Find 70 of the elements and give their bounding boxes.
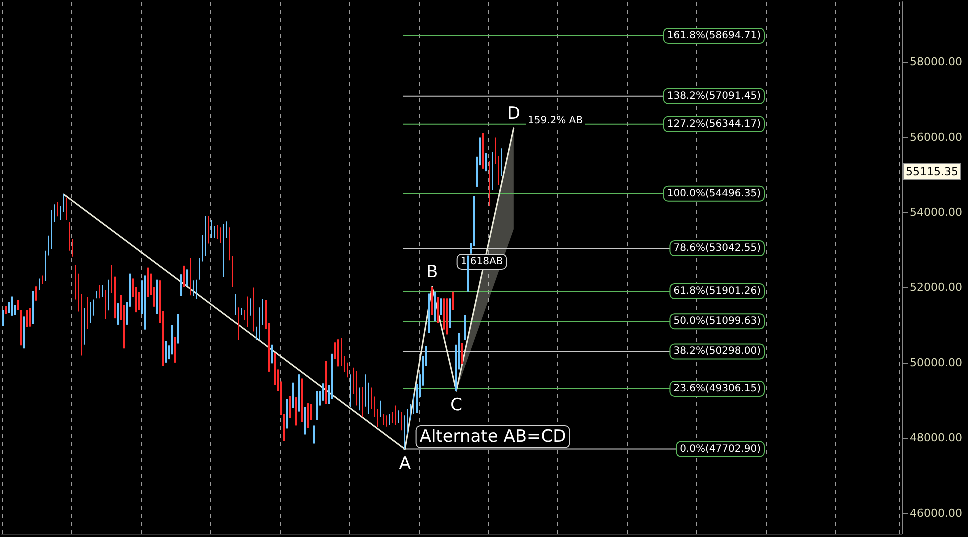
candlestick <box>464 315 466 340</box>
candlestick <box>32 292 34 324</box>
candlestick <box>6 306 8 314</box>
ref-line-label: 100.0%(54496.35) <box>667 188 762 200</box>
candlestick <box>118 304 120 325</box>
ref-line-label: 23.6%(49306.15) <box>674 384 762 395</box>
candlestick <box>316 391 318 420</box>
candlestick <box>26 310 28 328</box>
candlestick <box>156 280 158 314</box>
ref-line-label: 127.2%(56344.17) <box>667 118 762 130</box>
annotation: Alternate AB=CD <box>420 427 566 447</box>
candlestick <box>18 300 20 310</box>
candlestick <box>184 266 186 287</box>
y-tick-label: 50000.00 <box>910 356 962 370</box>
candlestick <box>114 276 116 319</box>
candlestick <box>302 378 304 422</box>
candlestick <box>428 294 430 334</box>
candlestick <box>290 396 292 418</box>
y-tick-label: 56000.00 <box>910 130 962 144</box>
candlestick <box>440 298 442 316</box>
candlestick <box>180 274 182 296</box>
candlestick <box>446 298 448 335</box>
candlestick <box>338 340 340 367</box>
data-label: A <box>399 454 412 474</box>
y-tick-label: 46000.00 <box>910 506 962 520</box>
y-tick-label: 52000.00 <box>910 281 962 294</box>
candlestick <box>292 382 294 408</box>
candlestick <box>148 268 150 298</box>
ref-line-label: 0.0%(47702.90) <box>680 444 762 455</box>
data-label: C <box>450 396 462 416</box>
candlestick <box>186 270 188 286</box>
ref-line-label: 78.6%(53042.55) <box>674 243 762 254</box>
ref-line-label: 138.2%(57091.45) <box>667 90 762 102</box>
ref-line-label: 61.8%(51901.26) <box>674 286 762 297</box>
candlestick <box>438 297 440 324</box>
text: 55115.35 <box>906 166 958 178</box>
candlestick <box>482 133 484 169</box>
candlestick <box>20 310 22 346</box>
y-tick-label: 54000.00 <box>910 206 962 220</box>
candlestick <box>272 344 274 364</box>
candlestick <box>166 341 168 363</box>
candlestick <box>12 296 14 316</box>
y-tick-label: 58000.00 <box>910 56 962 69</box>
candlestick <box>432 286 434 316</box>
candlestick <box>24 316 26 349</box>
candlestick <box>326 361 328 404</box>
ref-line-label: 161.8%(58694.71) <box>667 30 762 42</box>
candlestick <box>304 407 306 435</box>
candlestick <box>178 314 180 344</box>
candlestick <box>434 292 436 322</box>
candlestick <box>296 398 298 426</box>
candlestick <box>36 286 38 301</box>
candlestick <box>174 336 176 363</box>
ref-line-label: 50.0%(51099.63) <box>674 316 762 328</box>
data-label: D <box>507 104 520 124</box>
candlestick <box>450 298 452 328</box>
candlestick <box>308 404 310 428</box>
candlestick <box>30 308 32 327</box>
candlestick <box>486 154 488 172</box>
candlestick <box>314 426 316 444</box>
candlestick <box>462 343 464 364</box>
candlestick <box>286 399 288 429</box>
candlestick <box>144 276 146 330</box>
ref-line-label: 38.2%(50298.00) <box>674 346 762 358</box>
y-tick-label: 48000.00 <box>910 432 962 445</box>
candlestick <box>298 374 300 412</box>
candlestick <box>452 292 454 310</box>
data-label: B <box>426 262 438 282</box>
annotation: 159.2% AB <box>528 116 584 126</box>
candlestick <box>2 310 4 326</box>
